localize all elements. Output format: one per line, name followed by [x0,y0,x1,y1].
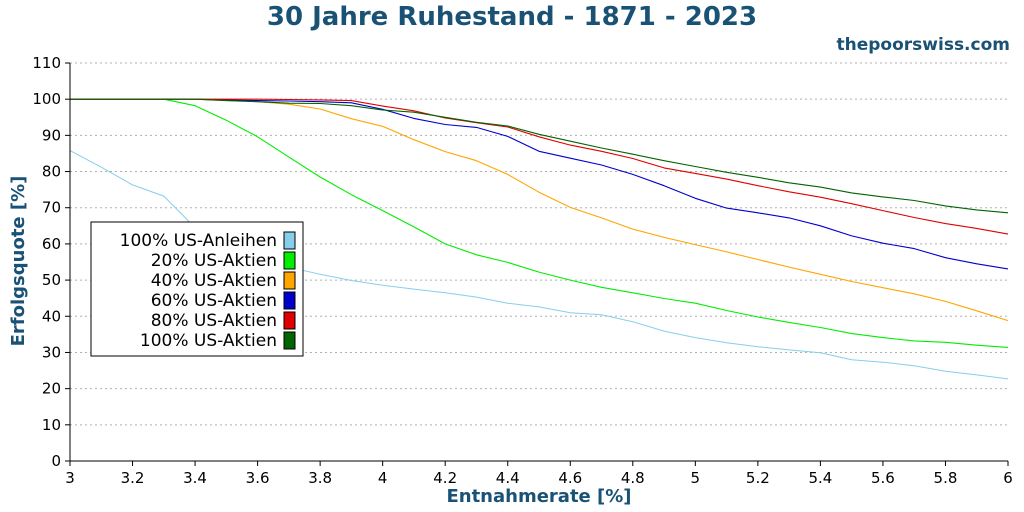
x-tick-label-5.4: 5.4 [808,469,832,487]
x-tick-label-5.8: 5.8 [934,469,958,487]
x-tick-label-5.2: 5.2 [746,469,770,487]
x-tick-label-3.6: 3.6 [246,469,270,487]
y-tick-label-60: 60 [42,235,61,253]
x-axis-label: Entnahmerate [%] [446,486,631,507]
legend-label-1: 100% US-Anleihen [120,231,277,251]
legend-swatch-2 [283,251,296,270]
y-axis-label: Erfolgsquote [%] [8,176,29,347]
legend-swatch-6 [283,331,296,350]
legend-swatch-4 [283,291,296,310]
x-tick-label-4.8: 4.8 [621,469,645,487]
y-tick-label-80: 80 [42,163,61,181]
x-tick-label-3.4: 3.4 [183,469,207,487]
x-tick-label-6: 6 [1003,469,1013,487]
tick-labels: 0 10 20 30 40 50 60 70 80 90 100 110 3 3.2 3.4 3.6 3.8 4 4… [32,54,1012,487]
x-tick-label-3.8: 3.8 [308,469,332,487]
y-tick-label-100: 100 [32,90,61,108]
series-lines [69,98,1009,380]
x-tick-label-4.2: 4.2 [433,469,457,487]
y-tick-label-110: 110 [32,54,61,72]
y-tick-label-50: 50 [42,271,61,289]
series-line-5 [70,98,1009,235]
legend-label-4: 60% US-Aktien [151,291,277,311]
legend-swatch-3 [283,271,296,290]
x-tick-label-5: 5 [691,469,701,487]
x-tick-label-3.2: 3.2 [121,469,145,487]
legend-label-5: 80% US-Aktien [151,311,277,331]
x-tick-label-4.4: 4.4 [496,469,520,487]
chart-title: 30 Jahre Ruhestand - 1871 - 2023 [267,2,757,32]
brand-label: thepoorswiss.com [837,35,1011,55]
legend-label-3: 40% US-Aktien [151,271,277,291]
legend-swatch-5 [283,311,296,330]
series-line-6 [70,98,1009,214]
legend-box [90,221,304,357]
x-tick-label-4.6: 4.6 [558,469,582,487]
series-line-2 [70,98,1009,348]
y-tick-label-10: 10 [42,416,61,434]
y-tick-label-70: 70 [42,199,61,217]
axes [65,62,1009,466]
y-tick-label-40: 40 [42,307,61,325]
y-tick-label-90: 90 [42,126,61,144]
legend-label-2: 20% US-Aktien [151,251,277,271]
x-tick-label-3: 3 [65,469,75,487]
legend-swatch-1 [283,231,296,250]
x-tick-label-4: 4 [378,469,388,487]
y-tick-label-20: 20 [42,380,61,398]
x-tick-label-5.6: 5.6 [871,469,895,487]
legend-label-6: 100% US-Aktien [140,331,277,351]
y-tick-label-30: 30 [42,343,61,361]
series-line-4 [70,98,1009,270]
y-tick-label-0: 0 [51,452,61,470]
